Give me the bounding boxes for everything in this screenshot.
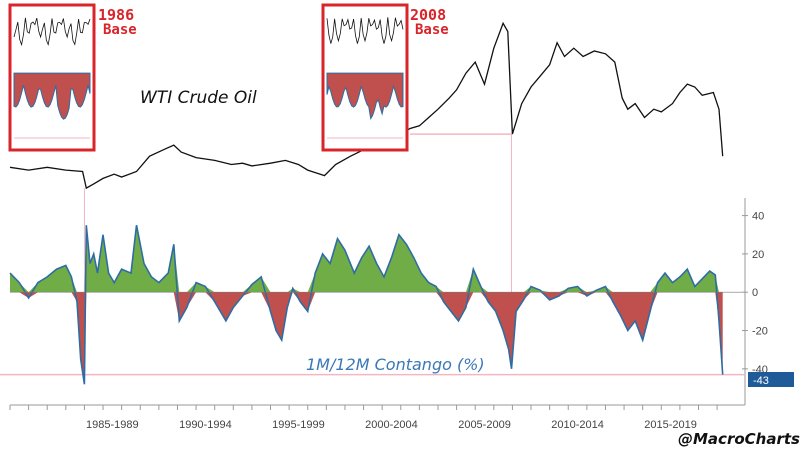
y-tick-label: 0	[752, 287, 758, 299]
contango-title: 1M/12M Contango (%)	[306, 355, 485, 374]
contango-negative-area	[10, 292, 723, 385]
x-tick-label: 1995-1999	[272, 419, 325, 431]
current-value-badge	[748, 372, 794, 387]
inset-1986-price	[13, 17, 91, 47]
base2-year: 2008	[410, 6, 446, 24]
x-tick-label: 1985-1989	[86, 419, 139, 431]
x-tick-label: 2010-2014	[551, 419, 604, 431]
base2-word: Base	[415, 22, 449, 38]
inset-2008-price	[326, 17, 404, 44]
x-tick-label: 2015-2019	[644, 419, 697, 431]
author-handle: @MacroCharts	[678, 430, 800, 448]
current-value-label: -43	[753, 375, 769, 387]
base1-year: 1986	[98, 6, 134, 24]
contango-positive-area	[10, 225, 723, 293]
contango-series	[9, 225, 745, 385]
base1-word: Base	[103, 22, 137, 38]
base-insets	[8, 3, 409, 152]
wti-title: WTI Crude Oil	[140, 88, 257, 108]
y-tick-label: -20	[752, 326, 768, 338]
x-tick-label: 1990-1994	[179, 419, 232, 431]
wti-line	[9, 21, 724, 190]
inset-2008	[321, 3, 409, 152]
inset-1986-contango	[13, 72, 91, 120]
contango-line	[9, 225, 724, 385]
inset-1986	[8, 3, 96, 152]
x-tick-label: 2000-2004	[365, 419, 418, 431]
y-tick-label: 40	[752, 211, 764, 223]
inset-2008-contango	[326, 72, 404, 121]
y-tick-label: 20	[752, 249, 764, 261]
x-tick-label: 2005-2009	[458, 419, 511, 431]
wti-series	[9, 21, 724, 190]
